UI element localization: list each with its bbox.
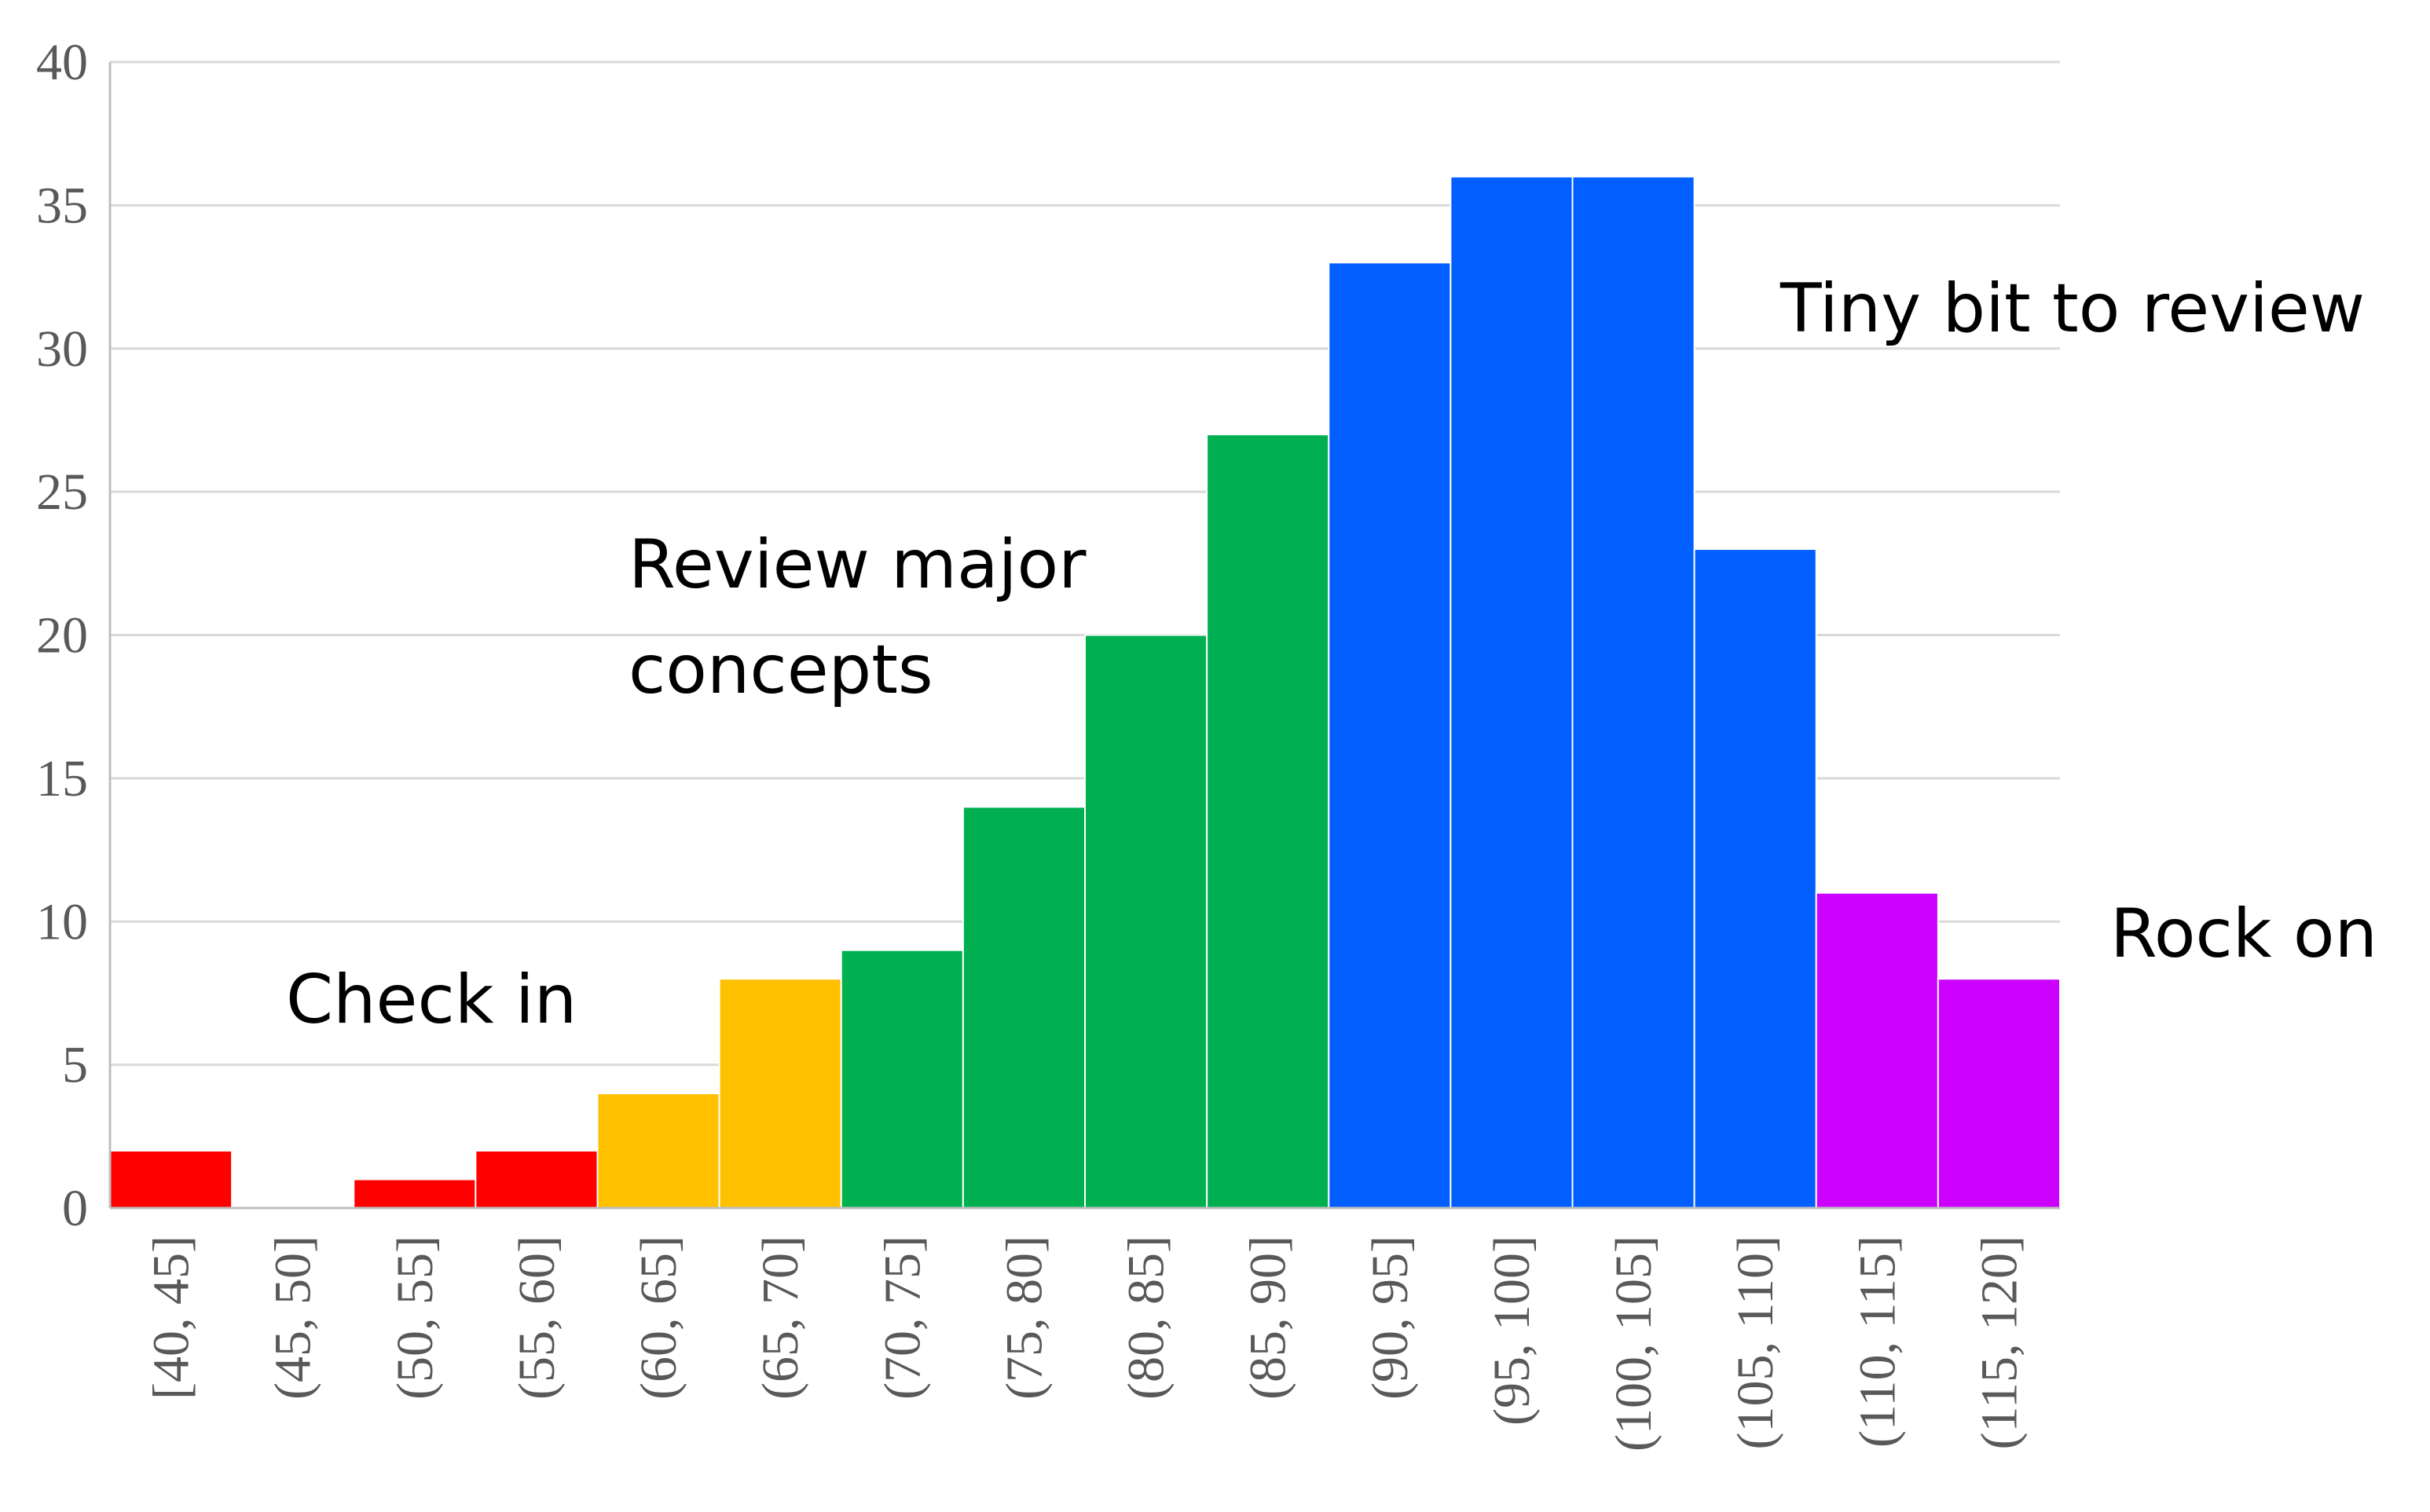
x-tick-label: (80, 85] bbox=[1118, 1236, 1175, 1400]
bar bbox=[109, 1150, 233, 1210]
annotations: Check in Review major concepts Tiny bit … bbox=[286, 269, 2377, 1039]
bar bbox=[1328, 262, 1452, 1210]
bar bbox=[475, 1150, 599, 1210]
x-tick-label: (75, 80] bbox=[995, 1236, 1053, 1400]
x-tick-label: (70, 75] bbox=[874, 1236, 931, 1400]
annotation-check-in: Check in bbox=[286, 961, 577, 1039]
x-tick-label: (115, 120] bbox=[1970, 1236, 2028, 1450]
x-tick-label: (85, 90] bbox=[1240, 1236, 1297, 1400]
y-tick-labels: 0 5 10 15 20 25 30 35 40 bbox=[36, 34, 88, 1237]
x-tick-label: (95, 100] bbox=[1483, 1236, 1541, 1426]
axes bbox=[108, 62, 2060, 1210]
y-tick-label: 25 bbox=[36, 463, 88, 521]
annotation-review-major-concepts: Review major concepts bbox=[629, 525, 1108, 709]
y-tick-label: 15 bbox=[36, 750, 88, 807]
bar bbox=[840, 949, 964, 1209]
y-tick-label: 35 bbox=[36, 177, 88, 234]
x-tick-label: [40, 45] bbox=[143, 1236, 200, 1400]
annotation-line: Rock on bbox=[2110, 895, 2377, 973]
x-tick-label: (50, 55] bbox=[387, 1236, 444, 1400]
x-tick-label: (90, 95] bbox=[1362, 1236, 1419, 1400]
bar bbox=[1084, 634, 1208, 1209]
y-tick-label: 5 bbox=[62, 1037, 88, 1094]
bars bbox=[109, 175, 2061, 1210]
y-tick-label: 40 bbox=[36, 34, 88, 91]
annotation-rock-on: Rock on bbox=[2110, 895, 2377, 973]
y-tick-label: 0 bbox=[62, 1180, 88, 1237]
annotation-line: Tiny bit to review bbox=[1779, 269, 2365, 348]
x-tick-label: (65, 70] bbox=[752, 1236, 809, 1400]
bar bbox=[1571, 175, 1695, 1209]
x-tick-label: (105, 110] bbox=[1727, 1236, 1784, 1450]
annotation-line: Review major bbox=[629, 525, 1087, 604]
x-tick-label: (110, 115] bbox=[1849, 1236, 1906, 1448]
bar bbox=[962, 806, 1086, 1209]
y-tick-label: 20 bbox=[36, 607, 88, 664]
y-tick-label: 30 bbox=[36, 320, 88, 378]
y-tick-label: 10 bbox=[36, 893, 88, 950]
x-tick-label: (100, 105] bbox=[1605, 1236, 1662, 1452]
bar bbox=[353, 1178, 477, 1210]
bar bbox=[1693, 548, 1817, 1209]
x-tick-labels: [40, 45] (45, 50] (50, 55] (55, 60] (60, 65]… bbox=[143, 1236, 2029, 1452]
bar bbox=[1450, 175, 1574, 1209]
x-tick-label: (55, 60] bbox=[508, 1236, 566, 1400]
x-tick-label: (45, 50] bbox=[265, 1236, 322, 1400]
annotation-tiny-bit-to-review: Tiny bit to review bbox=[1779, 269, 2365, 348]
bar bbox=[1937, 978, 2061, 1209]
bar bbox=[1206, 434, 1330, 1209]
bar bbox=[596, 1093, 720, 1209]
x-tick-label: (60, 65] bbox=[630, 1236, 687, 1400]
annotation-line: Check in bbox=[286, 961, 577, 1039]
annotation-line: concepts bbox=[629, 631, 933, 709]
bar bbox=[718, 978, 842, 1209]
bar bbox=[1815, 891, 1939, 1210]
